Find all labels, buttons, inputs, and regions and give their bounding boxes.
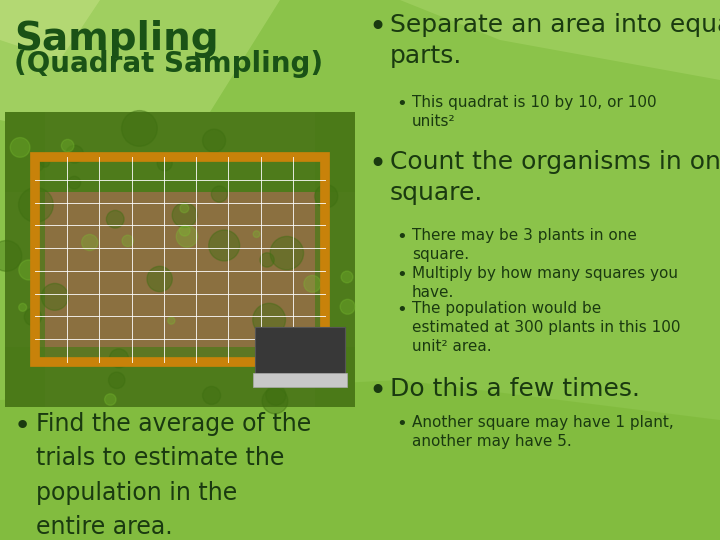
Circle shape — [81, 234, 98, 251]
Circle shape — [168, 317, 175, 324]
Text: Multiply by how many squares you
have.: Multiply by how many squares you have. — [412, 266, 678, 300]
Text: This quadrat is 10 by 10, or 100
units²: This quadrat is 10 by 10, or 100 units² — [412, 95, 657, 129]
Circle shape — [19, 303, 27, 312]
Text: Sampling: Sampling — [14, 20, 219, 58]
Circle shape — [24, 308, 42, 326]
Circle shape — [109, 349, 128, 368]
Text: Another square may have 1 plant,
another may have 5.: Another square may have 1 plant, another… — [412, 415, 674, 449]
Circle shape — [19, 260, 39, 280]
Circle shape — [107, 211, 124, 228]
Circle shape — [262, 388, 288, 414]
Text: •: • — [368, 377, 386, 406]
Circle shape — [202, 387, 220, 404]
Polygon shape — [400, 0, 720, 80]
Circle shape — [104, 394, 116, 405]
Text: Do this a few times.: Do this a few times. — [390, 377, 640, 401]
Text: •: • — [396, 95, 407, 113]
Text: There may be 3 plants in one
square.: There may be 3 plants in one square. — [412, 228, 637, 262]
Circle shape — [304, 275, 321, 292]
Text: Count the organisms in one
square.: Count the organisms in one square. — [390, 150, 720, 205]
Circle shape — [179, 225, 190, 236]
Text: •: • — [396, 228, 407, 246]
Circle shape — [19, 187, 53, 222]
Circle shape — [176, 226, 197, 247]
Circle shape — [109, 372, 125, 388]
Circle shape — [41, 284, 68, 310]
Circle shape — [180, 204, 189, 213]
Circle shape — [260, 253, 274, 267]
Bar — [35, 192, 325, 357]
Text: Separate an area into equal
parts.: Separate an area into equal parts. — [390, 13, 720, 68]
Bar — [5, 112, 355, 407]
Circle shape — [122, 111, 157, 146]
Circle shape — [253, 303, 286, 336]
Circle shape — [10, 138, 30, 157]
Circle shape — [340, 299, 355, 314]
Circle shape — [32, 159, 44, 171]
Text: •: • — [396, 415, 407, 433]
Bar — [253, 373, 347, 387]
Circle shape — [341, 271, 353, 283]
Text: •: • — [368, 13, 386, 42]
Bar — [35, 157, 325, 362]
Circle shape — [202, 129, 225, 152]
Circle shape — [270, 237, 304, 270]
Circle shape — [253, 231, 260, 238]
Circle shape — [266, 385, 286, 405]
Circle shape — [68, 176, 81, 189]
Circle shape — [122, 235, 133, 247]
Text: •: • — [368, 150, 386, 179]
Text: •: • — [396, 301, 407, 319]
Bar — [5, 112, 45, 407]
Circle shape — [211, 186, 228, 202]
Bar — [5, 112, 355, 192]
Polygon shape — [0, 380, 720, 540]
Text: (Quadrat Sampling): (Quadrat Sampling) — [14, 50, 323, 78]
Bar — [255, 327, 345, 377]
Text: •: • — [14, 412, 31, 440]
Circle shape — [315, 185, 338, 208]
Circle shape — [61, 139, 74, 152]
Text: The population would be
estimated at 300 plants in this 100
unit² area.: The population would be estimated at 300… — [412, 301, 680, 354]
Circle shape — [40, 158, 50, 167]
Bar — [315, 112, 355, 407]
Circle shape — [172, 202, 197, 227]
Text: •: • — [396, 266, 407, 284]
Polygon shape — [0, 0, 280, 160]
Circle shape — [157, 156, 172, 171]
Text: Find the average of the
trials to estimate the
population in the
entire area.: Find the average of the trials to estima… — [36, 412, 311, 539]
Bar — [5, 347, 355, 407]
Circle shape — [66, 145, 84, 163]
Circle shape — [147, 266, 172, 292]
Circle shape — [0, 240, 22, 271]
Circle shape — [209, 230, 240, 261]
Polygon shape — [0, 0, 100, 60]
